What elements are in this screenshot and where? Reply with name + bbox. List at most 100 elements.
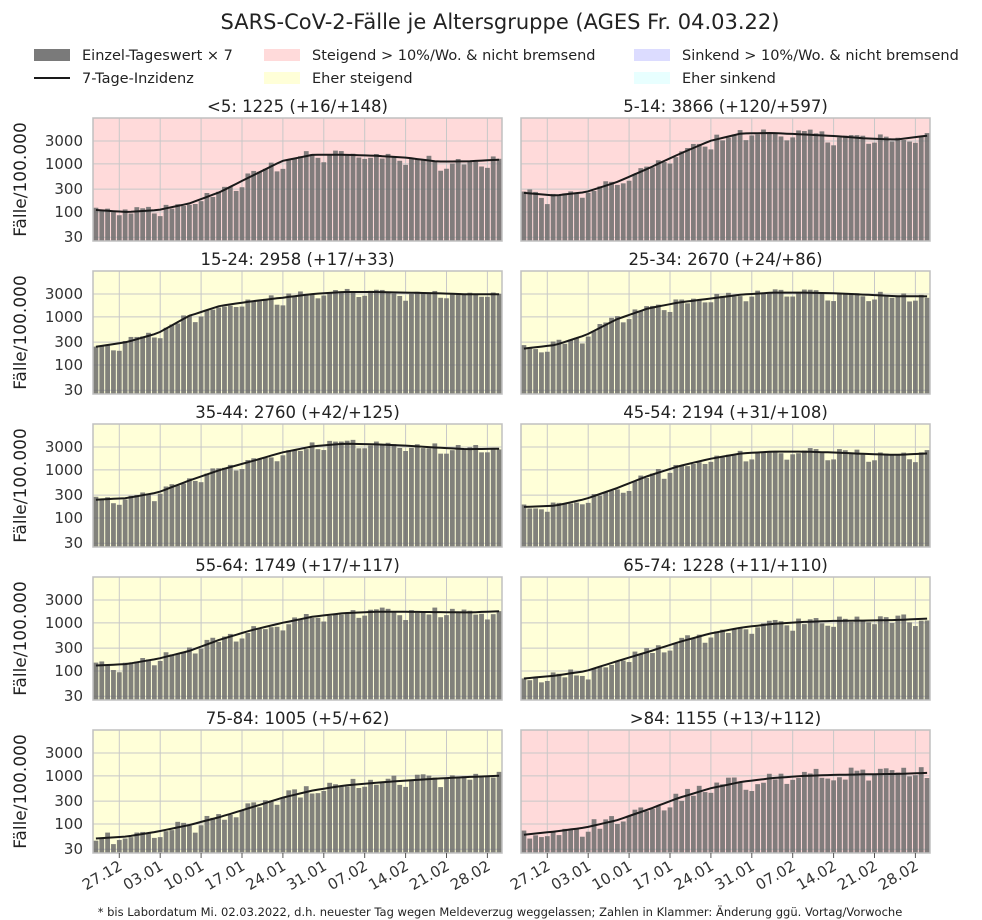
bar-15 <box>603 667 609 700</box>
panel-title: 15-24: 2958 (+17/+33) <box>200 250 394 269</box>
bar-1 <box>521 504 527 547</box>
bar-50 <box>807 619 813 700</box>
bar-33 <box>280 797 286 853</box>
bar-33 <box>280 630 286 700</box>
bar-66 <box>473 294 479 394</box>
bar-51 <box>813 768 819 853</box>
bar-14 <box>169 484 175 547</box>
bar-60 <box>866 461 872 547</box>
bar-59 <box>860 296 866 394</box>
bar-13 <box>591 494 597 547</box>
bar-20 <box>632 651 638 700</box>
bar-8 <box>134 661 140 700</box>
bar-16 <box>181 205 186 241</box>
bar-2 <box>527 189 533 241</box>
bar-37 <box>731 777 737 853</box>
bar-31 <box>696 785 702 853</box>
bar-38 <box>309 617 315 700</box>
bar-59 <box>860 621 866 700</box>
bar-15 <box>175 323 181 394</box>
bar-37 <box>731 629 737 700</box>
y-tick-label-100: 100 <box>54 203 83 221</box>
bar-13 <box>163 204 169 241</box>
bar-33 <box>708 149 714 241</box>
figure-title: SARS-CoV-2-Fälle je Altersgruppe (AGES F… <box>221 10 780 34</box>
bar-10 <box>574 193 579 241</box>
bar-15 <box>603 181 609 241</box>
bar-22 <box>644 306 650 394</box>
bar-45 <box>778 289 784 394</box>
bar-69 <box>918 620 924 700</box>
bar-16 <box>609 181 614 241</box>
bar-14 <box>169 654 175 700</box>
bar-15 <box>603 819 609 853</box>
bar-30 <box>262 800 268 853</box>
bar-42 <box>761 129 766 241</box>
bar-27 <box>245 299 251 394</box>
bar-11 <box>579 343 585 394</box>
bar-34 <box>714 782 720 853</box>
bar-29 <box>685 303 690 394</box>
legend-label: Steigend > 10%/Wo. & nicht bremsend <box>312 48 596 64</box>
incidence-line <box>95 774 500 840</box>
bar-2 <box>527 680 533 700</box>
bar-37 <box>303 449 309 547</box>
bar-45 <box>350 292 356 394</box>
bar-16 <box>181 483 186 547</box>
x-tick-label-03-01: 03.01 <box>548 857 594 894</box>
bar-8 <box>134 832 140 853</box>
bar-37 <box>731 134 737 241</box>
bar-21 <box>210 468 216 547</box>
bar-9 <box>140 336 146 394</box>
bar-2 <box>527 838 533 853</box>
bar-55 <box>409 779 414 853</box>
bar-48 <box>796 293 801 394</box>
bar-55 <box>409 294 414 394</box>
bar-23 <box>650 167 655 241</box>
bar-7 <box>556 835 562 853</box>
bar-28 <box>251 170 257 241</box>
bar-3 <box>105 345 111 394</box>
bar-49 <box>373 289 379 394</box>
bar-26 <box>667 472 673 547</box>
bar-8 <box>562 343 568 394</box>
bar-60 <box>438 170 444 241</box>
bar-47 <box>362 448 368 547</box>
bar-68 <box>912 462 918 547</box>
bar-66 <box>473 773 479 853</box>
bar-27 <box>673 643 679 700</box>
incidence-line <box>95 442 500 501</box>
bar-47 <box>790 779 796 853</box>
bar-40 <box>749 459 755 547</box>
bar-24 <box>227 633 233 700</box>
bar-20 <box>204 193 210 241</box>
bar-66 <box>901 614 907 700</box>
bar-62 <box>449 293 455 394</box>
bar-20 <box>632 481 638 547</box>
bar-21 <box>210 309 216 394</box>
bar-20 <box>632 174 638 241</box>
bar-37 <box>731 455 737 547</box>
bar-56 <box>842 135 848 241</box>
bar-49 <box>801 624 807 700</box>
bar-29 <box>257 628 262 700</box>
bar-2 <box>99 661 105 700</box>
bar-67 <box>907 141 912 241</box>
bar-43 <box>766 620 772 700</box>
x-tick-label-31-01: 31.01 <box>712 857 758 894</box>
bar-50 <box>807 448 813 547</box>
bar-68 <box>912 626 918 700</box>
bar-32 <box>274 804 280 853</box>
bar-11 <box>151 837 157 853</box>
bar-53 <box>825 625 831 700</box>
bar-69 <box>490 448 496 547</box>
bar-22 <box>216 191 222 241</box>
legend-label: Sinkend > 10%/Wo. & nicht bremsend <box>682 48 959 64</box>
bar-64 <box>461 164 467 241</box>
bar-33 <box>708 637 714 700</box>
bar-57 <box>420 774 426 853</box>
panel-frame <box>520 576 931 701</box>
bar-2 <box>99 498 105 547</box>
bar-12 <box>157 493 163 547</box>
bar-61 <box>872 774 877 853</box>
